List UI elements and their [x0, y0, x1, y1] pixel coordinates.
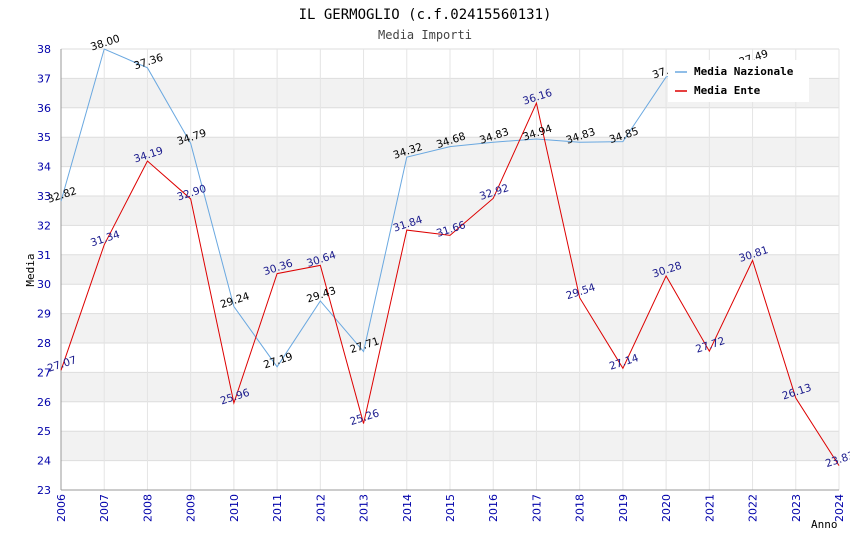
legend-label-ente: Media Ente	[694, 84, 761, 97]
x-tick-label: 2020	[660, 494, 673, 522]
y-tick-label: 38	[37, 43, 51, 56]
y-tick-label: 33	[37, 190, 51, 203]
x-tick-label: 2012	[314, 494, 327, 522]
x-tick-label: 2009	[185, 494, 198, 522]
chart-title: IL GERMOGLIO (c.f.02415560131)	[299, 7, 552, 23]
x-tick-label: 2015	[444, 494, 457, 522]
y-tick-label: 37	[37, 72, 51, 85]
x-tick-label: 2018	[574, 494, 587, 522]
x-tick-label: 2010	[228, 494, 241, 522]
x-tick-label: 2019	[617, 494, 630, 522]
x-tick-label: 2024	[833, 494, 846, 522]
chart-subtitle: Media Importi	[378, 28, 472, 42]
y-tick-label: 29	[37, 308, 51, 321]
y-tick-label: 27	[37, 366, 51, 379]
x-tick-label: 2017	[530, 494, 543, 522]
series-line-ente	[60, 101, 840, 466]
y-tick-label: 23	[37, 484, 51, 497]
y-tick-label: 36	[37, 102, 51, 115]
x-tick-labels: 2006 2007 2008 2009 2010 2011 2012 2013 2014 2015…	[55, 494, 846, 522]
x-tick-label: 2014	[401, 494, 414, 522]
y-axis-label: Media	[24, 253, 37, 286]
axes	[60, 49, 839, 491]
y-tick-label: 28	[37, 337, 51, 350]
x-tick-label: 2013	[358, 494, 371, 522]
y-tick-label: 31	[37, 249, 51, 262]
y-tick-label: 25	[37, 425, 51, 438]
legend: Media Nazionale Media Ente	[668, 60, 809, 102]
x-tick-label: 2023	[790, 494, 803, 522]
x-tick-label: 2006	[55, 494, 68, 522]
x-tick-label: 2016	[487, 494, 500, 522]
y-tick-label: 24	[37, 455, 51, 468]
x-tick-label: 2008	[141, 494, 154, 522]
x-tick-label: 2022	[747, 494, 760, 522]
series-lines	[60, 48, 840, 466]
y-tick-label: 30	[37, 278, 51, 291]
y-tick-label: 34	[37, 161, 51, 174]
legend-box	[668, 60, 809, 102]
x-tick-label: 2007	[98, 494, 111, 522]
legend-label-nazionale: Media Nazionale	[694, 65, 794, 78]
series-line-nazionale	[60, 48, 753, 368]
x-axis-label: Anno	[811, 518, 838, 531]
x-tick-label: 2021	[703, 494, 716, 522]
x-tick-label: 2011	[271, 494, 284, 522]
y-tick-label: 32	[37, 219, 51, 232]
y-tick-label: 26	[37, 396, 51, 409]
y-tick-label: 35	[37, 131, 51, 144]
y-tick-labels: 23 24 25 26 27 28 29 30 31 32 33 34 35 36 37 38	[37, 43, 51, 497]
